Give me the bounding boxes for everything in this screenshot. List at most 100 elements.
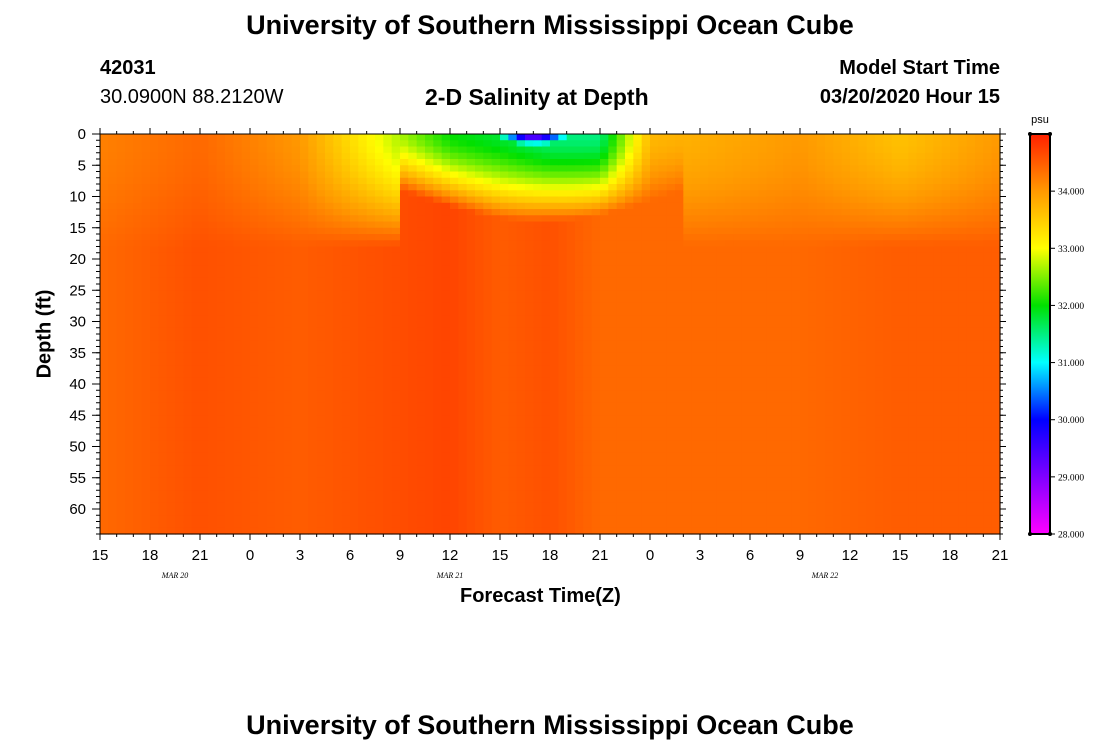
heatmap-cell bbox=[291, 509, 301, 516]
heatmap-cell bbox=[741, 509, 751, 516]
heatmap-cell bbox=[150, 384, 159, 391]
heatmap-cell bbox=[125, 371, 134, 379]
heatmap-cell bbox=[433, 302, 443, 310]
heatmap-cell bbox=[150, 502, 159, 510]
heatmap-cell bbox=[725, 484, 734, 491]
heatmap-cell bbox=[116, 390, 126, 398]
heatmap-cell bbox=[341, 196, 351, 204]
heatmap-cell bbox=[416, 490, 426, 498]
heatmap-cell bbox=[133, 184, 143, 191]
heatmap-cell bbox=[425, 284, 434, 291]
heatmap-cell bbox=[350, 334, 359, 341]
heatmap-cell bbox=[483, 402, 493, 410]
heatmap-cell bbox=[208, 477, 218, 485]
heatmap-cell bbox=[408, 327, 418, 335]
heatmap-cell bbox=[208, 227, 218, 235]
heatmap-cell bbox=[566, 340, 576, 348]
heatmap-cell bbox=[375, 290, 384, 298]
heatmap-cell bbox=[658, 440, 668, 448]
heatmap-cell bbox=[183, 252, 193, 260]
heatmap-cell bbox=[175, 296, 184, 304]
heatmap-cell bbox=[225, 490, 234, 498]
heatmap-cell bbox=[666, 252, 676, 260]
heatmap-cell bbox=[275, 327, 284, 335]
heatmap-cell bbox=[466, 465, 476, 473]
heatmap-cell bbox=[658, 290, 668, 298]
heatmap-cell bbox=[300, 215, 309, 223]
heatmap-cell bbox=[558, 321, 568, 329]
heatmap-cell bbox=[466, 365, 476, 373]
heatmap-cell bbox=[675, 490, 684, 498]
heatmap-cell bbox=[300, 502, 309, 510]
heatmap-cell bbox=[441, 246, 451, 254]
heatmap-cell bbox=[358, 496, 368, 504]
heatmap-cell bbox=[683, 246, 693, 254]
heatmap-cell bbox=[241, 290, 251, 298]
heatmap-cell bbox=[650, 377, 659, 385]
heatmap-cell bbox=[541, 465, 551, 473]
heatmap-cell bbox=[208, 196, 218, 204]
heatmap-cell bbox=[550, 252, 559, 260]
heatmap-cell bbox=[375, 309, 384, 316]
heatmap-cell bbox=[675, 321, 684, 329]
heatmap-cell bbox=[708, 515, 718, 523]
heatmap-cell bbox=[508, 484, 518, 491]
heatmap-cell bbox=[583, 415, 593, 423]
heatmap-cell bbox=[100, 496, 109, 504]
heatmap-cell bbox=[625, 359, 634, 366]
heatmap-cell bbox=[266, 496, 276, 504]
heatmap-cell bbox=[558, 371, 568, 379]
heatmap-cell bbox=[575, 371, 584, 379]
heatmap-cell bbox=[491, 315, 501, 323]
heatmap-cell bbox=[691, 159, 701, 166]
heatmap-cell bbox=[341, 434, 351, 441]
heatmap-cell bbox=[383, 421, 393, 429]
heatmap-cell bbox=[325, 421, 334, 429]
heatmap-cell bbox=[558, 296, 568, 304]
heatmap-cell bbox=[475, 465, 484, 473]
heatmap-cell bbox=[616, 252, 626, 260]
heatmap-cell bbox=[725, 346, 734, 354]
heatmap-cell bbox=[416, 515, 426, 523]
heatmap-cell bbox=[650, 140, 659, 148]
heatmap-cell bbox=[308, 159, 318, 166]
heatmap-cell bbox=[358, 327, 368, 335]
heatmap-cell bbox=[708, 209, 718, 216]
heatmap-cell bbox=[425, 515, 434, 523]
heatmap-cell bbox=[583, 134, 593, 141]
heatmap-cell bbox=[341, 346, 351, 354]
heatmap-cell bbox=[458, 134, 468, 141]
heatmap-cell bbox=[716, 302, 726, 310]
heatmap-cell bbox=[108, 484, 118, 491]
heatmap-cell bbox=[225, 409, 234, 416]
heatmap-cell bbox=[191, 215, 201, 223]
heatmap-cell bbox=[566, 496, 576, 504]
heatmap-cell bbox=[158, 515, 168, 523]
heatmap-cell bbox=[416, 415, 426, 423]
heatmap-cell bbox=[641, 265, 651, 273]
heatmap-cell bbox=[700, 352, 709, 360]
heatmap-cell bbox=[450, 202, 459, 210]
heatmap-cell bbox=[508, 359, 518, 366]
heatmap-cell bbox=[525, 209, 534, 216]
heatmap-cell bbox=[708, 152, 718, 160]
heatmap-cell bbox=[250, 346, 259, 354]
heatmap-cell bbox=[425, 290, 434, 298]
heatmap-cell bbox=[725, 302, 734, 310]
heatmap-cell bbox=[166, 265, 176, 273]
heatmap-cell bbox=[566, 440, 576, 448]
heatmap-cell bbox=[733, 371, 743, 379]
heatmap-cell bbox=[500, 165, 509, 173]
heatmap-cell bbox=[383, 302, 393, 310]
heatmap-cell bbox=[633, 252, 643, 260]
heatmap-cell bbox=[100, 502, 109, 510]
heatmap-cell bbox=[241, 190, 251, 198]
heatmap-cell bbox=[250, 321, 259, 329]
heatmap-cell bbox=[425, 152, 434, 160]
heatmap-cell bbox=[591, 465, 601, 473]
heatmap-cell bbox=[141, 321, 151, 329]
heatmap-cell bbox=[508, 240, 518, 248]
heatmap-cell bbox=[675, 459, 684, 466]
heatmap-cell bbox=[583, 409, 593, 416]
heatmap-cell bbox=[191, 465, 201, 473]
